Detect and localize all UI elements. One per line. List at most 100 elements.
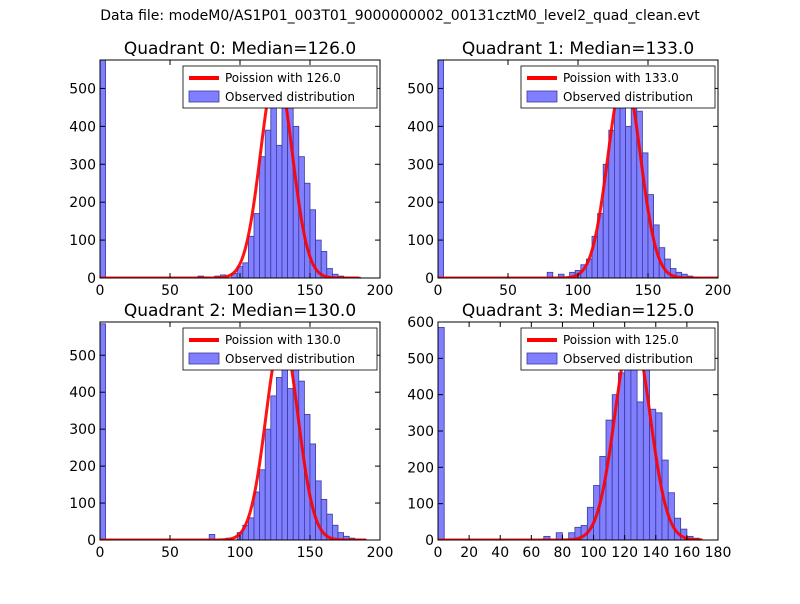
- x-tick-label: 100: [227, 545, 254, 561]
- x-tick-label: 120: [611, 545, 638, 561]
- y-tick-label: 400: [69, 385, 96, 401]
- histogram-bar: [320, 251, 328, 278]
- legend: Poission with 133.0 Observed distribution: [520, 65, 716, 109]
- y-tick-label: 400: [407, 388, 434, 404]
- figure-suptitle: Data file: modeM0/AS1P01_003T01_90000000…: [100, 8, 700, 24]
- quadrant-3-chart: Quadrant 3: Median=125.00 20 40 60 80 100 120 1…: [407, 301, 731, 561]
- x-tick-label: 0: [434, 283, 443, 299]
- legend-label: Poission with 130.0: [225, 333, 341, 347]
- histogram-bar: [264, 428, 272, 540]
- poisson-curve: [100, 67, 359, 278]
- legend-label: Poission with 133.0: [563, 71, 679, 85]
- histogram-bar: [309, 443, 316, 540]
- histogram-bar: [259, 156, 266, 278]
- x-tick-label: 60: [522, 545, 540, 561]
- x-tick-label: 50: [161, 283, 179, 299]
- histogram-bar: [247, 517, 255, 540]
- histogram-bar: [259, 469, 266, 540]
- legend-patch-swatch: [188, 90, 220, 103]
- x-tick-label: 150: [635, 283, 662, 299]
- x-tick-label: 100: [565, 283, 592, 299]
- y-tick-label: 200: [407, 460, 434, 476]
- x-tick-label: 180: [705, 545, 732, 561]
- chart-title: Quadrant 1: Median=133.0: [462, 39, 694, 59]
- legend-label: Observed distribution: [563, 90, 693, 104]
- chart-title: Quadrant 3: Median=125.0: [462, 301, 694, 321]
- legend-patch-swatch: [526, 90, 558, 103]
- x-tick-label: 200: [705, 283, 732, 299]
- histogram-bar: [270, 395, 277, 540]
- histogram-bar: [624, 347, 632, 540]
- x-tick-label: 40: [491, 545, 509, 561]
- histogram-bar: [253, 213, 260, 278]
- legend-label: Observed distribution: [225, 352, 355, 366]
- x-tick-label: 50: [499, 283, 517, 299]
- histogram-bar: [636, 401, 644, 540]
- legend: Poission with 130.0 Observed distribution: [182, 327, 378, 371]
- histogram-bar: [281, 358, 288, 540]
- histogram-bar: [619, 103, 626, 278]
- histogram-bar: [287, 388, 294, 540]
- y-tick-label: 500: [407, 81, 434, 97]
- y-tick-label: 0: [87, 271, 96, 287]
- histogram-bar: [618, 372, 626, 540]
- legend: Poission with 126.0 Observed distribution: [182, 65, 378, 109]
- y-tick-label: 0: [425, 533, 434, 549]
- legend-patch-swatch: [526, 352, 558, 365]
- x-tick-label: 200: [367, 283, 394, 299]
- histogram-bar: [275, 377, 283, 540]
- x-tick-label: 160: [674, 545, 701, 561]
- quadrant-1-chart: Quadrant 1: Median=133.0 0 50 100 150 200 0 100…: [407, 39, 731, 299]
- legend-label: Poission with 126.0: [225, 71, 341, 85]
- x-tick-label: 80: [554, 545, 572, 561]
- histogram-bar: [247, 235, 255, 278]
- histogram-bar: [438, 60, 444, 278]
- y-tick-label: 0: [425, 271, 434, 287]
- histogram-bar: [208, 534, 216, 540]
- histogram-bar: [630, 357, 638, 540]
- chart-title: Quadrant 0: Median=126.0: [124, 39, 356, 59]
- histogram-bar: [625, 125, 632, 278]
- y-tick-label: 0: [87, 533, 96, 549]
- y-tick-label: 200: [407, 195, 434, 211]
- histogram-bar: [303, 182, 311, 278]
- x-tick-label: 140: [642, 545, 669, 561]
- y-tick-label: 400: [407, 119, 434, 135]
- y-tick-label: 300: [69, 157, 96, 173]
- chart-title: Quadrant 2: Median=130.0: [124, 301, 356, 321]
- histogram-bar: [558, 273, 565, 278]
- histogram-bar: [614, 106, 621, 278]
- legend-label: Poission with 125.0: [563, 333, 679, 347]
- y-tick-label: 600: [407, 315, 434, 331]
- x-tick-label: 150: [297, 545, 324, 561]
- histogram-bar: [275, 144, 283, 278]
- legend-label: Observed distribution: [563, 352, 693, 366]
- x-tick-label: 200: [367, 545, 394, 561]
- quadrant-2-chart: Quadrant 2: Median=130.0 0 50 100 150 200 0 100…: [69, 301, 393, 561]
- y-tick-label: 500: [69, 81, 96, 97]
- y-tick-label: 200: [69, 459, 96, 475]
- quadrant-0-chart: Quadrant 0: Median=126.0 0 50 100 150 200 0 100…: [69, 39, 393, 299]
- histogram-bar: [100, 323, 106, 540]
- y-tick-label: 200: [69, 195, 96, 211]
- y-tick-label: 100: [69, 496, 96, 512]
- y-tick-label: 100: [69, 233, 96, 249]
- y-tick-label: 500: [69, 348, 96, 364]
- plot-area: [100, 60, 361, 278]
- y-tick-label: 400: [69, 119, 96, 135]
- x-tick-label: 20: [460, 545, 478, 561]
- legend-patch-swatch: [188, 352, 220, 365]
- x-tick-label: 100: [580, 545, 607, 561]
- histogram-bar: [546, 271, 554, 278]
- x-tick-label: 0: [96, 545, 105, 561]
- x-tick-label: 150: [297, 283, 324, 299]
- y-tick-label: 500: [407, 351, 434, 367]
- y-tick-label: 300: [407, 424, 434, 440]
- histogram-bar: [270, 99, 277, 278]
- x-tick-label: 50: [161, 545, 179, 561]
- poisson-curve: [100, 333, 366, 540]
- y-tick-label: 100: [407, 233, 434, 249]
- histogram-bar: [100, 60, 106, 278]
